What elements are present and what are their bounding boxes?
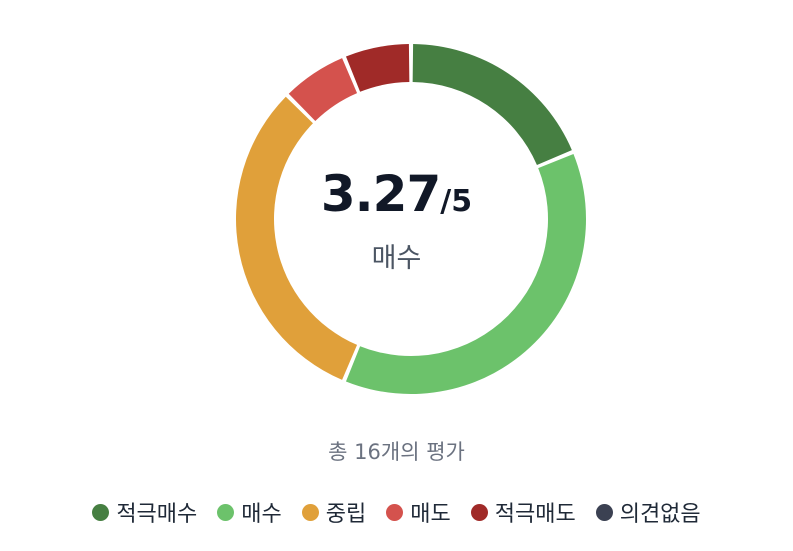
legend-dot-icon xyxy=(595,503,613,521)
legend-label: 적극매도 xyxy=(494,502,576,527)
legend-item-5[interactable]: 적극매도 xyxy=(470,496,576,528)
legend-dot-icon xyxy=(217,503,235,521)
donut-slice-5[interactable] xyxy=(345,44,410,92)
donut-slice-1[interactable] xyxy=(412,44,572,166)
legend-label: 중립 xyxy=(325,502,367,527)
donut-slice-3[interactable] xyxy=(235,96,358,380)
total-ratings: 총 16개의 평가 xyxy=(328,440,465,464)
legend-item-4[interactable]: 매도 xyxy=(386,496,451,528)
rating-label: 매수 xyxy=(371,243,422,274)
score-value: 3.27 xyxy=(320,165,441,223)
donut-slice-2[interactable] xyxy=(345,153,586,394)
rating-score: 3.27/5 xyxy=(0,165,793,223)
donut-slice-4[interactable] xyxy=(288,58,358,121)
legend-label: 적극매수 xyxy=(116,502,198,527)
legend-item-1[interactable]: 적극매수 xyxy=(92,496,197,528)
legend-dot-icon xyxy=(92,503,110,521)
legend-label: 의견없음 xyxy=(619,502,701,527)
legend-dot-icon xyxy=(470,503,488,521)
legend-item-2[interactable]: 매수 xyxy=(217,496,282,528)
legend-label: 매수 xyxy=(241,502,282,527)
legend-dot-icon xyxy=(301,503,319,521)
legend-label: 매도 xyxy=(410,502,451,527)
legend: 적극매수 매수 중립 매도 적극매도 의견없음 xyxy=(0,496,793,528)
legend-item-3[interactable]: 중립 xyxy=(301,496,367,528)
score-max: /5 xyxy=(440,184,473,219)
legend-item-6[interactable]: 의견없음 xyxy=(595,496,701,528)
legend-dot-icon xyxy=(386,503,404,521)
